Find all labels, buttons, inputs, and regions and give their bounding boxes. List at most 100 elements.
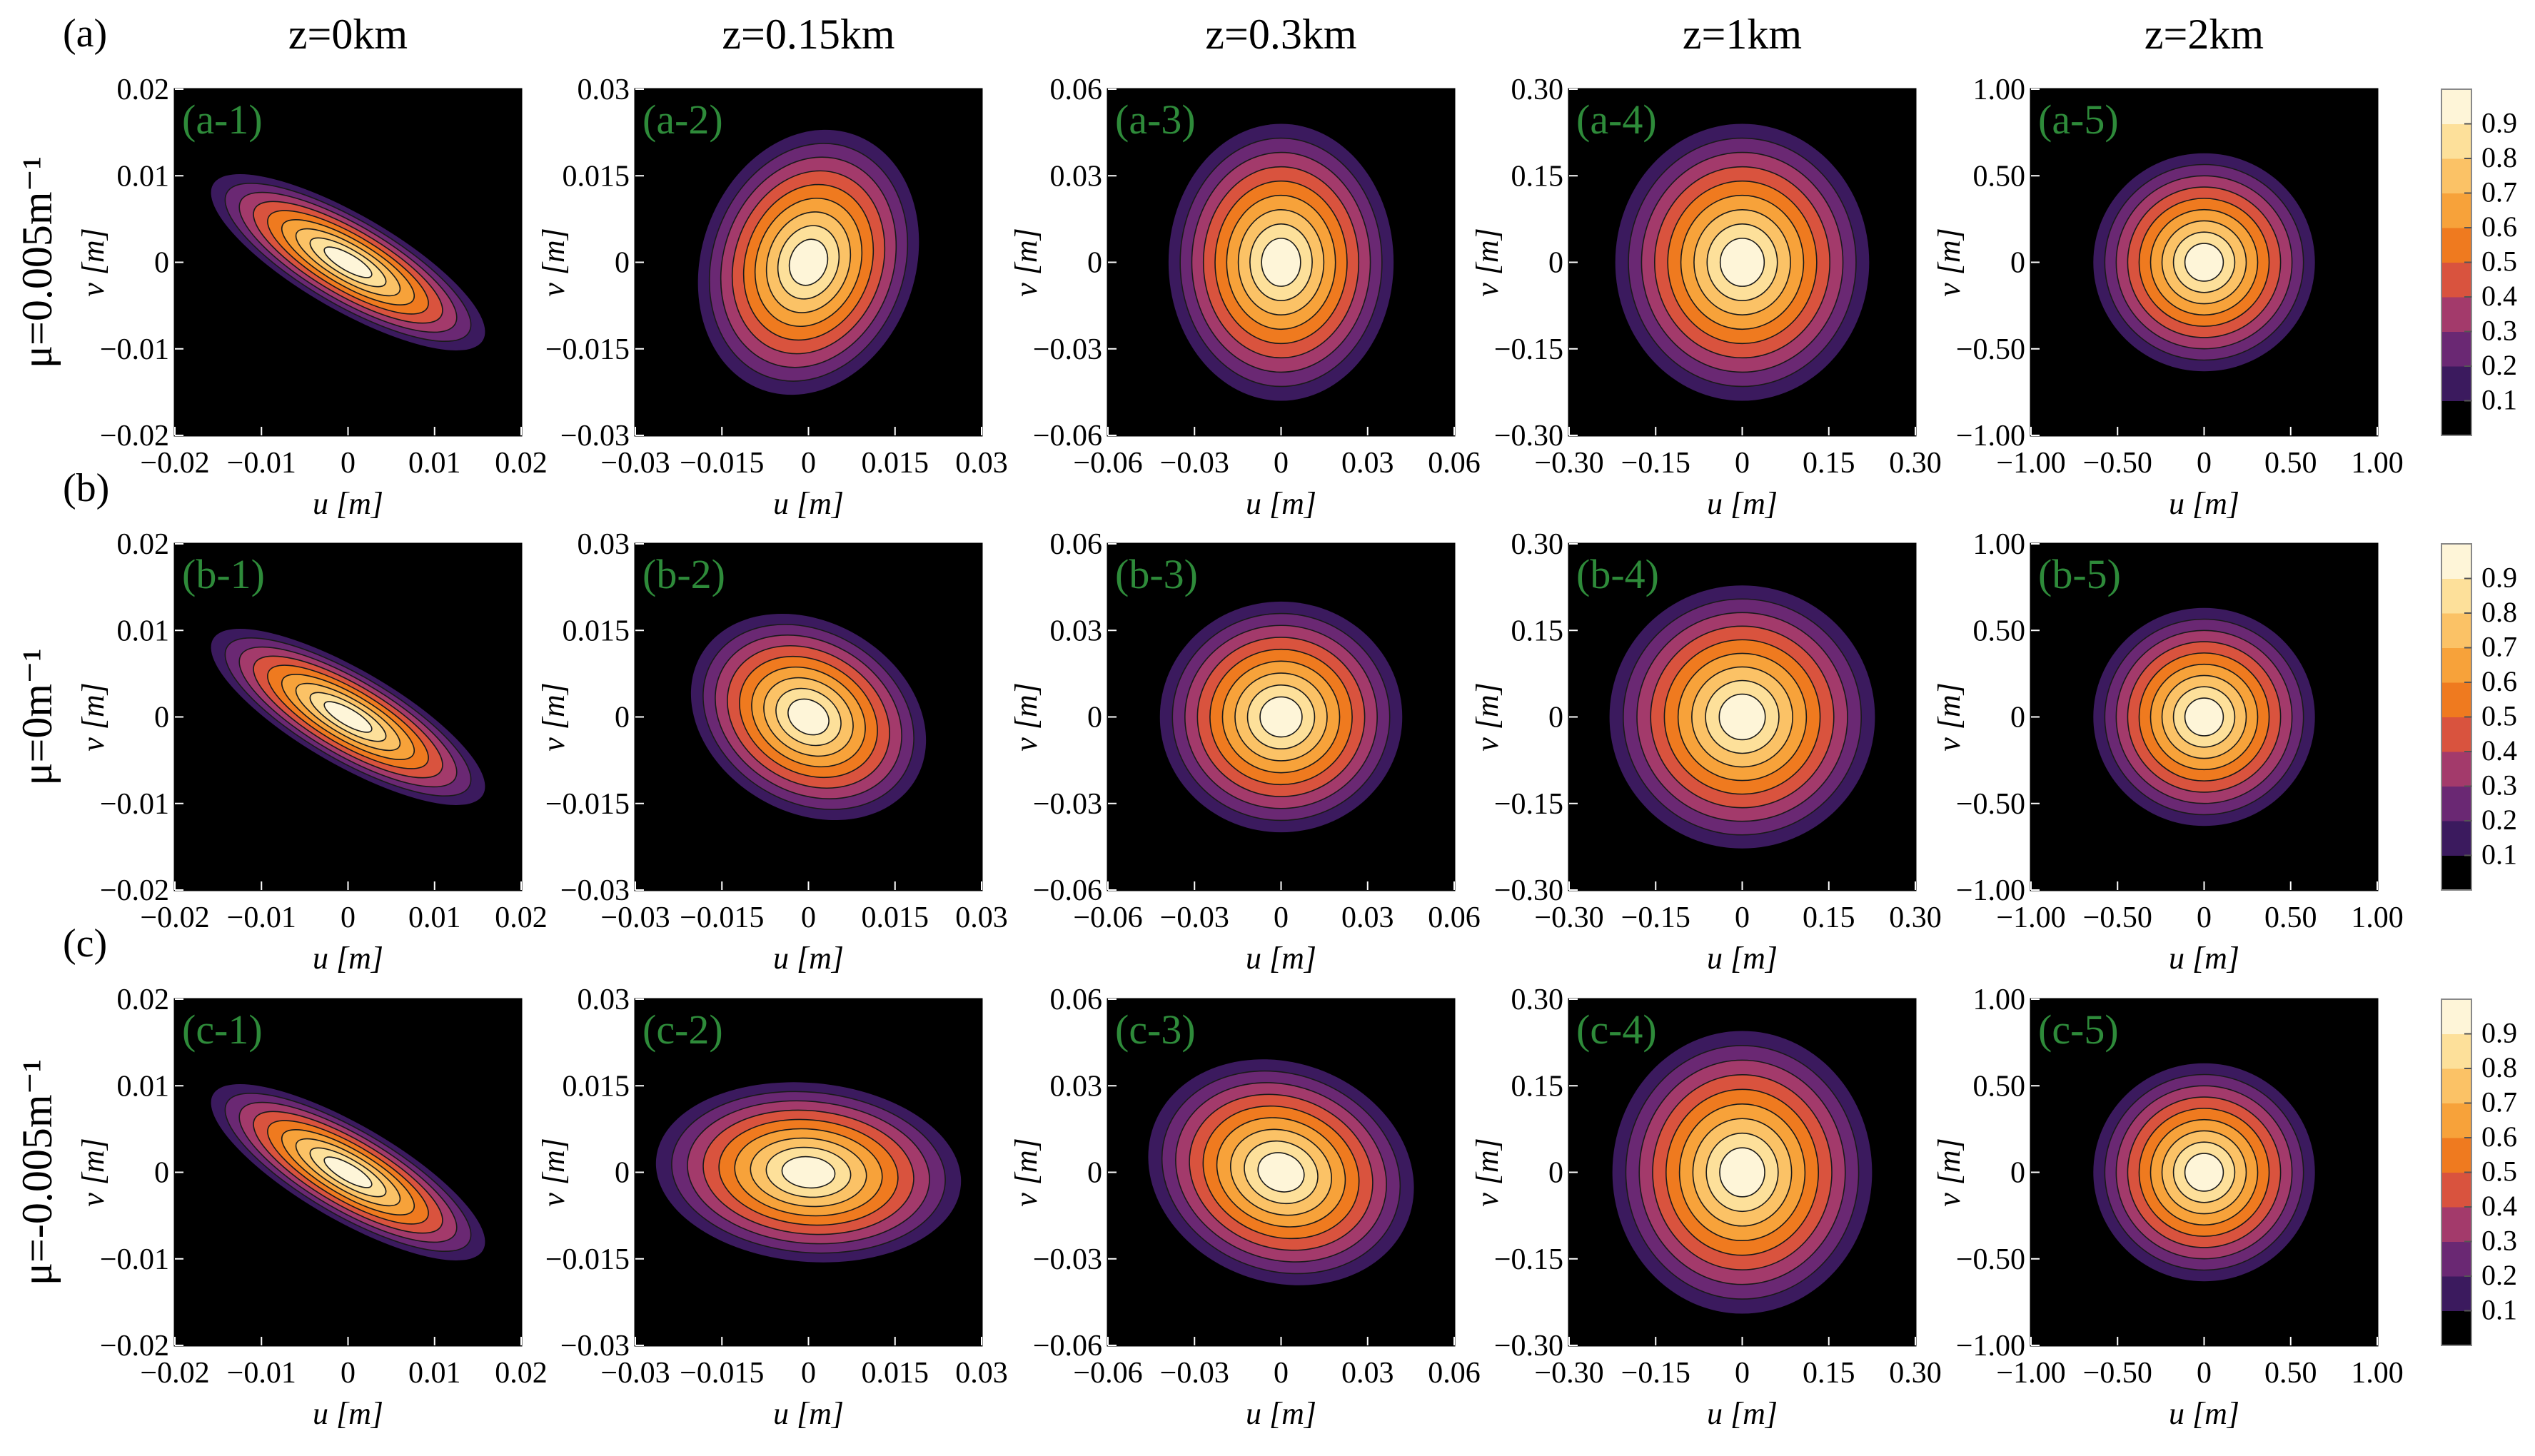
y-tick-label: −0.01 <box>100 333 169 366</box>
y-tick-label: 0.01 <box>117 160 170 193</box>
x-tick-label: 0 <box>1274 447 1289 480</box>
colorbar-tick-label: 0.8 <box>2481 596 2517 628</box>
y-tick-label: −0.06 <box>1033 420 1102 453</box>
x-tick-label: 0 <box>341 447 356 480</box>
colorbar-tick-label: 0.3 <box>2481 769 2517 802</box>
y-tick-label: 0.01 <box>117 1070 170 1103</box>
x-axis-label: u [m] <box>1707 941 1778 976</box>
colorbar-segment <box>2441 1103 2471 1138</box>
colorbar-tick-label: 0.4 <box>2481 280 2517 312</box>
y-tick-label: −0.30 <box>1494 874 1563 907</box>
colorbar-segment <box>2441 193 2471 228</box>
y-tick-label: 0 <box>154 247 169 280</box>
x-tick-label: −0.015 <box>680 901 764 934</box>
y-tick-label: −0.015 <box>545 333 630 366</box>
contour-bands <box>655 1082 962 1263</box>
x-axis-label: u [m] <box>773 1396 844 1431</box>
x-tick-label: −0.02 <box>140 901 209 934</box>
colorbar-segment <box>2441 123 2471 159</box>
panel-label: (c-3) <box>1115 1006 1196 1053</box>
x-tick-label: 0.15 <box>1803 1357 1855 1390</box>
x-tick-label: −0.15 <box>1621 1357 1690 1390</box>
colorbar-tick-label: 0.5 <box>2481 1156 2517 1188</box>
x-tick-label: −0.50 <box>2083 447 2152 480</box>
panel-label: (b-3) <box>1115 551 1198 597</box>
row-letter: (a) <box>63 11 107 56</box>
y-axis-label: v [m] <box>536 1138 571 1207</box>
panel-label: (a-2) <box>642 96 723 143</box>
colorbar-tick-label: 0.3 <box>2481 1225 2517 1257</box>
x-tick-label: 0.01 <box>408 1357 461 1390</box>
x-tick-label: 0.02 <box>495 901 548 934</box>
colorbar-tick-label: 0.3 <box>2481 315 2517 347</box>
y-tick-label: −0.01 <box>100 1243 169 1276</box>
panel-b-1: −0.02 0.02 −0.01 0.01 0 0 0.01 −0.01 0.02 −0.02 u … <box>76 528 548 976</box>
y-tick-label: −0.03 <box>560 874 630 907</box>
x-tick-label: 0 <box>1274 901 1289 934</box>
colorbar-segment <box>2441 1310 2471 1346</box>
y-tick-label: −0.03 <box>1033 1243 1102 1276</box>
x-tick-label: 0.50 <box>2264 447 2317 480</box>
y-axis-label: v [m] <box>1009 1138 1044 1207</box>
x-tick-label: 0.30 <box>1889 447 1942 480</box>
x-axis-label: u [m] <box>2169 486 2239 521</box>
x-tick-label: −0.01 <box>227 901 296 934</box>
contour-band <box>1719 1147 1765 1198</box>
y-tick-label: 0 <box>2010 702 2025 734</box>
column-title: z=2km <box>2145 11 2264 58</box>
y-tick-label: 0 <box>154 702 169 734</box>
y-tick-label: 0.015 <box>563 160 630 193</box>
contour-band <box>1259 696 1303 738</box>
column-title: z=0.3km <box>1205 11 1356 58</box>
x-tick-label: 0.06 <box>1428 1357 1481 1390</box>
contour-band <box>323 701 373 733</box>
y-tick-label: 0.50 <box>1973 160 2026 193</box>
panel-c-1: −0.02 0.02 −0.01 0.01 0 0 0.01 −0.01 0.02 −0.02 u … <box>76 984 548 1431</box>
y-tick-label: 0.02 <box>117 984 170 1016</box>
y-tick-label: 0.03 <box>578 74 630 106</box>
x-axis-label: u [m] <box>1707 486 1778 521</box>
contour-band <box>2184 1153 2224 1192</box>
y-axis-label: v [m] <box>1470 1138 1505 1207</box>
y-tick-label: −0.02 <box>100 874 169 907</box>
colorbar-tick-label: 0.6 <box>2481 665 2517 697</box>
colorbar-segment <box>2441 262 2471 298</box>
colorbar-segment <box>2441 1207 2471 1242</box>
x-axis-label: u [m] <box>2169 941 2239 976</box>
colorbar-segment <box>2441 786 2471 821</box>
colorbar-tick-label: 0.6 <box>2481 211 2517 243</box>
colorbar: 0.10.20.30.40.50.60.70.80.9 <box>2441 999 2517 1346</box>
row-letter: (c) <box>63 921 107 966</box>
x-tick-label: 0.50 <box>2264 1357 2317 1390</box>
x-tick-label: 0.01 <box>408 447 461 480</box>
contour-bands <box>1612 1031 1873 1314</box>
y-axis-label: v [m] <box>76 228 111 297</box>
y-tick-label: −0.06 <box>1033 874 1102 907</box>
y-tick-label: 0.50 <box>1973 1070 2026 1103</box>
x-tick-label: 0.30 <box>1889 901 1942 934</box>
x-tick-label: −1.00 <box>1996 901 2065 934</box>
x-tick-label: −0.50 <box>2083 1357 2152 1390</box>
x-tick-label: 0.015 <box>862 447 929 480</box>
x-tick-label: 0.03 <box>955 901 1008 934</box>
colorbar-tick-label: 0.2 <box>2481 804 2517 836</box>
y-tick-label: 0.06 <box>1050 74 1103 106</box>
colorbar-tick-label: 0.2 <box>2481 1259 2517 1291</box>
contour-bands <box>2093 153 2315 372</box>
x-tick-label: 0 <box>801 901 816 934</box>
panel-label: (c-5) <box>2038 1006 2119 1053</box>
x-tick-label: 0.03 <box>1341 447 1394 480</box>
x-tick-label: −0.15 <box>1621 901 1690 934</box>
y-tick-label: −1.00 <box>1956 420 2025 453</box>
contour-bands <box>211 174 485 350</box>
x-tick-label: 0 <box>1274 1357 1289 1390</box>
panel-b-5: −1.00 1.00 −0.50 0.50 0 0 0.50 −0.50 1.00 −1.00 u … <box>1932 528 2404 976</box>
x-tick-label: −0.02 <box>140 447 209 480</box>
x-tick-label: −0.50 <box>2083 901 2152 934</box>
contour-band <box>1718 693 1766 741</box>
x-tick-label: 0.01 <box>408 901 461 934</box>
y-tick-label: 0 <box>1548 1157 1563 1190</box>
y-tick-label: 0.03 <box>1050 160 1103 193</box>
contour-bands <box>2093 1063 2315 1282</box>
y-tick-label: −0.30 <box>1494 1330 1563 1363</box>
